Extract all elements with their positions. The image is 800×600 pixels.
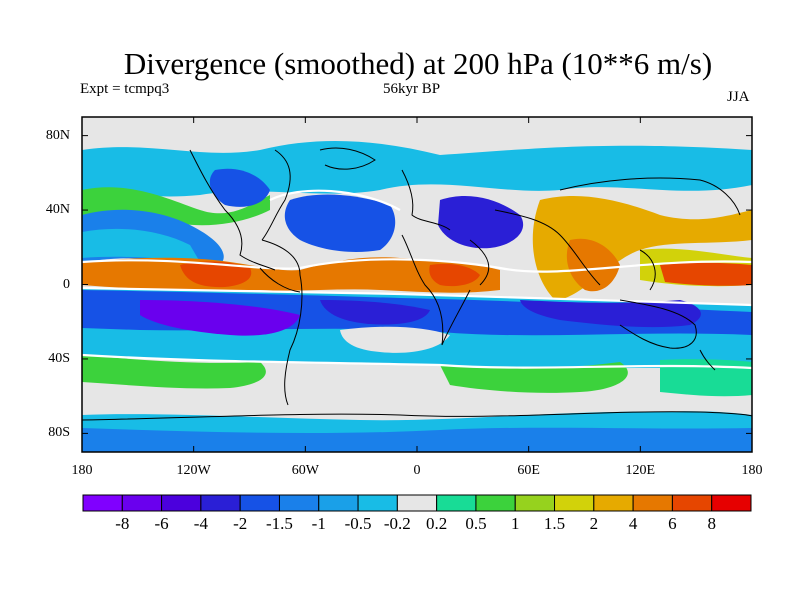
colorbar-label: 1 [510, 514, 520, 533]
colorbar-label: 6 [668, 514, 677, 533]
field-eurasia-darkblue [438, 195, 524, 249]
map-fields [82, 117, 752, 452]
colorbar-swatch [239, 494, 280, 512]
y-tick-label: 80N [45, 127, 70, 143]
colorbar-label: -0.5 [344, 514, 372, 533]
zero-contours [82, 189, 752, 370]
colorbar-label: -1 [311, 514, 326, 533]
colorbar-swatch [593, 494, 634, 512]
colorbar-label: -1.5 [266, 514, 293, 533]
field-sh-white-lobe [340, 326, 450, 353]
field-atlantic-blue [284, 194, 396, 252]
colorbar-swatch [82, 494, 123, 512]
colorbar-swatch [554, 494, 595, 512]
field-asia-redorange [566, 238, 620, 292]
y-tick-label: 80S [48, 425, 70, 441]
colorbar-label: -4 [193, 514, 208, 533]
colorbar-label: -6 [154, 514, 169, 533]
colorbar-swatch [161, 494, 202, 512]
colorbar-label: 0.5 [465, 514, 487, 533]
field-sh-darkblue-atl [320, 300, 430, 325]
field-pacific-cyan [82, 228, 200, 262]
x-tick-label: 180 [71, 463, 93, 478]
y-tick-label: 40S [48, 350, 70, 366]
colorbar-swatch [475, 494, 516, 512]
time-label: 56kyr BP [383, 81, 441, 97]
colorbar-label: -0.2 [383, 514, 411, 533]
field-south-green-1 [82, 355, 266, 389]
coastlines [82, 147, 752, 421]
colorbar-label: 4 [628, 514, 638, 533]
field-sh-purple [140, 300, 300, 336]
x-tick-label: 0 [413, 463, 421, 478]
field-south-green-2 [440, 362, 628, 393]
colorbar [82, 494, 752, 512]
colorbar-swatch [278, 494, 320, 512]
colorbar-swatch [200, 494, 241, 512]
colorbar-swatch [396, 494, 438, 512]
experiment-label: Expt = tcmpq3 [80, 81, 170, 97]
colorbar-swatch [711, 494, 752, 512]
x-tick-label: 180 [741, 463, 763, 478]
axis-ticks [81, 117, 753, 452]
x-tick-label: 120E [625, 463, 656, 478]
field-south-green-3 [660, 359, 752, 397]
colorbar-swatch [436, 494, 477, 512]
x-tick-label: 60E [517, 463, 540, 478]
colorbar-label: 1.5 [543, 514, 566, 533]
field-wpacific-red [660, 262, 752, 286]
x-tick-label: 120W [176, 463, 211, 478]
colorbar-label: -8 [115, 514, 130, 533]
colorbar-swatch [357, 494, 398, 512]
y-tick-label: 0 [63, 276, 70, 292]
colorbar-swatch [671, 494, 713, 512]
field-itcz-red-africa [429, 263, 480, 287]
colorbar-label: 2 [589, 514, 599, 533]
colorbar-label: 0.2 [426, 514, 448, 533]
colorbar-label: -2 [233, 514, 248, 533]
field-itcz-red-east-pacific [180, 261, 252, 288]
colorbar-label: 8 [707, 514, 716, 533]
x-tick-label: 60W [291, 463, 319, 478]
y-tick-label: 40N [45, 202, 70, 218]
colorbar-swatch [632, 494, 673, 512]
field-na-blue [209, 168, 270, 207]
field-antarctic-blue [82, 427, 752, 452]
plot-title: Divergence (smoothed) at 200 hPa (10**6 … [123, 46, 713, 81]
colorbar-swatch [514, 494, 556, 512]
colorbar-swatch [121, 494, 163, 512]
field-south-white-2 [300, 379, 420, 416]
season-label: JJA [727, 89, 750, 105]
colorbar-swatch [318, 494, 359, 512]
